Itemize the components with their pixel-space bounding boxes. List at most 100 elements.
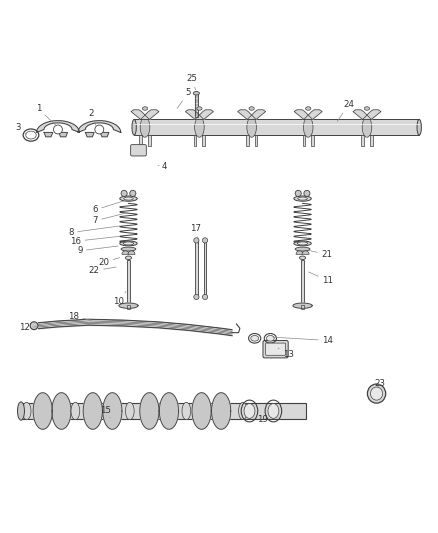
Polygon shape (159, 393, 179, 429)
Ellipse shape (26, 131, 36, 139)
Ellipse shape (239, 402, 247, 419)
Ellipse shape (268, 403, 279, 418)
Text: 15: 15 (100, 406, 111, 418)
Ellipse shape (417, 119, 421, 135)
Circle shape (194, 238, 199, 243)
Text: 1: 1 (35, 104, 56, 125)
Polygon shape (83, 393, 102, 429)
Ellipse shape (197, 107, 202, 110)
Polygon shape (247, 110, 265, 119)
Bar (21, 403, 306, 419)
Ellipse shape (125, 402, 134, 419)
Polygon shape (119, 303, 138, 308)
Text: 25: 25 (187, 74, 198, 90)
Polygon shape (33, 393, 52, 429)
Polygon shape (141, 110, 159, 119)
Bar (127, 305, 130, 309)
Bar (148, 135, 151, 146)
Text: 8: 8 (68, 226, 120, 237)
Ellipse shape (294, 241, 311, 246)
Polygon shape (185, 110, 204, 119)
Text: 10: 10 (113, 292, 126, 306)
Circle shape (202, 294, 208, 300)
Polygon shape (78, 120, 121, 133)
Ellipse shape (364, 107, 370, 110)
Bar (202, 135, 205, 146)
Polygon shape (100, 133, 109, 137)
FancyBboxPatch shape (265, 343, 286, 356)
Polygon shape (293, 303, 312, 308)
Ellipse shape (194, 117, 204, 137)
Text: 22: 22 (88, 266, 116, 276)
Bar (204, 240, 206, 297)
Wedge shape (128, 251, 135, 254)
Text: 19: 19 (257, 411, 268, 424)
Polygon shape (85, 133, 94, 137)
Bar (370, 135, 373, 146)
Circle shape (121, 190, 127, 197)
Text: 21: 21 (309, 250, 332, 259)
Ellipse shape (132, 119, 136, 135)
Bar (194, 135, 196, 146)
Text: 17: 17 (190, 224, 201, 240)
Ellipse shape (294, 196, 311, 201)
Circle shape (202, 238, 208, 243)
Polygon shape (304, 110, 322, 119)
Ellipse shape (249, 107, 254, 110)
Text: 13: 13 (278, 348, 294, 359)
Bar (361, 135, 364, 146)
Polygon shape (353, 110, 371, 119)
Text: 24: 24 (337, 100, 354, 122)
Circle shape (304, 190, 310, 197)
Bar (134, 119, 419, 135)
Polygon shape (294, 110, 313, 119)
Wedge shape (302, 251, 309, 254)
FancyBboxPatch shape (131, 144, 146, 156)
Bar (311, 135, 314, 146)
Text: 2: 2 (88, 109, 96, 126)
Bar (139, 135, 142, 146)
Text: 20: 20 (98, 257, 120, 266)
FancyBboxPatch shape (263, 341, 288, 358)
Ellipse shape (124, 197, 133, 200)
Polygon shape (44, 133, 53, 137)
Polygon shape (212, 393, 231, 429)
Bar (301, 260, 304, 305)
Circle shape (30, 322, 38, 329)
Ellipse shape (304, 117, 313, 137)
Polygon shape (238, 110, 256, 119)
Ellipse shape (125, 256, 131, 260)
Text: 12: 12 (18, 323, 37, 332)
Polygon shape (36, 120, 79, 133)
Ellipse shape (367, 384, 386, 403)
Ellipse shape (362, 117, 372, 137)
Text: 23: 23 (374, 378, 385, 387)
Text: 7: 7 (92, 213, 127, 225)
Ellipse shape (251, 335, 258, 341)
Ellipse shape (120, 196, 137, 201)
Text: 9: 9 (77, 246, 118, 255)
Text: 4: 4 (158, 162, 167, 171)
Text: 14: 14 (273, 336, 333, 345)
Bar (195, 240, 198, 297)
Bar (303, 135, 305, 146)
Bar (254, 135, 257, 146)
Text: 11: 11 (309, 272, 333, 285)
Ellipse shape (193, 92, 199, 95)
Polygon shape (140, 393, 159, 429)
Polygon shape (131, 110, 149, 119)
Wedge shape (122, 251, 129, 254)
Ellipse shape (266, 335, 274, 341)
Text: 6: 6 (92, 200, 127, 214)
Text: 5: 5 (177, 88, 191, 108)
Ellipse shape (371, 387, 383, 400)
Ellipse shape (142, 107, 148, 110)
Circle shape (295, 190, 301, 197)
Text: 3: 3 (15, 123, 26, 134)
Text: 16: 16 (70, 236, 120, 246)
Text: 18: 18 (68, 312, 91, 321)
Polygon shape (195, 110, 213, 119)
Ellipse shape (247, 117, 256, 137)
Ellipse shape (300, 256, 306, 260)
Bar (194, 93, 198, 117)
